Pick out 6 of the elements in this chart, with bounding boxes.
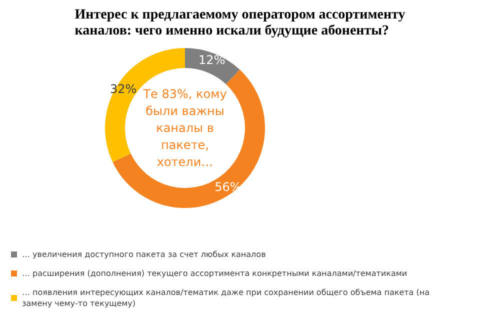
legend-label: … появления интересующих каналов/тематик даже при сохранении общего объема пакета (на замену чему-то текущему): [22, 288, 430, 308]
text: Те 83%, кому были важны каналы в пакете, хотели…: [142, 87, 227, 169]
legend-label: … расширения (дополнения) текущего ассортимента конкретными каналами/тематиками: [22, 269, 408, 278]
chart-title: Интерес к предлагаемому оператором ассортименту каналов: чего именно искали будущие абоненты?: [74, 8, 406, 38]
legend-label: … увеличения доступного пакета за счет любых каналов: [22, 250, 266, 259]
data-label: 12%: [198, 53, 226, 68]
